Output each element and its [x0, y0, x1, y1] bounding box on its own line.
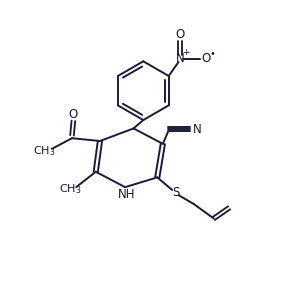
Text: N: N — [176, 52, 184, 65]
Text: S: S — [172, 186, 179, 199]
Text: O: O — [69, 108, 78, 121]
Text: NH: NH — [118, 188, 135, 201]
Text: O: O — [175, 28, 185, 41]
Text: CH$_3$: CH$_3$ — [33, 144, 56, 158]
Text: CH$_3$: CH$_3$ — [59, 182, 81, 196]
Text: N: N — [193, 123, 202, 136]
Text: •: • — [210, 49, 216, 59]
Text: O: O — [202, 52, 211, 65]
Text: +: + — [182, 48, 189, 57]
